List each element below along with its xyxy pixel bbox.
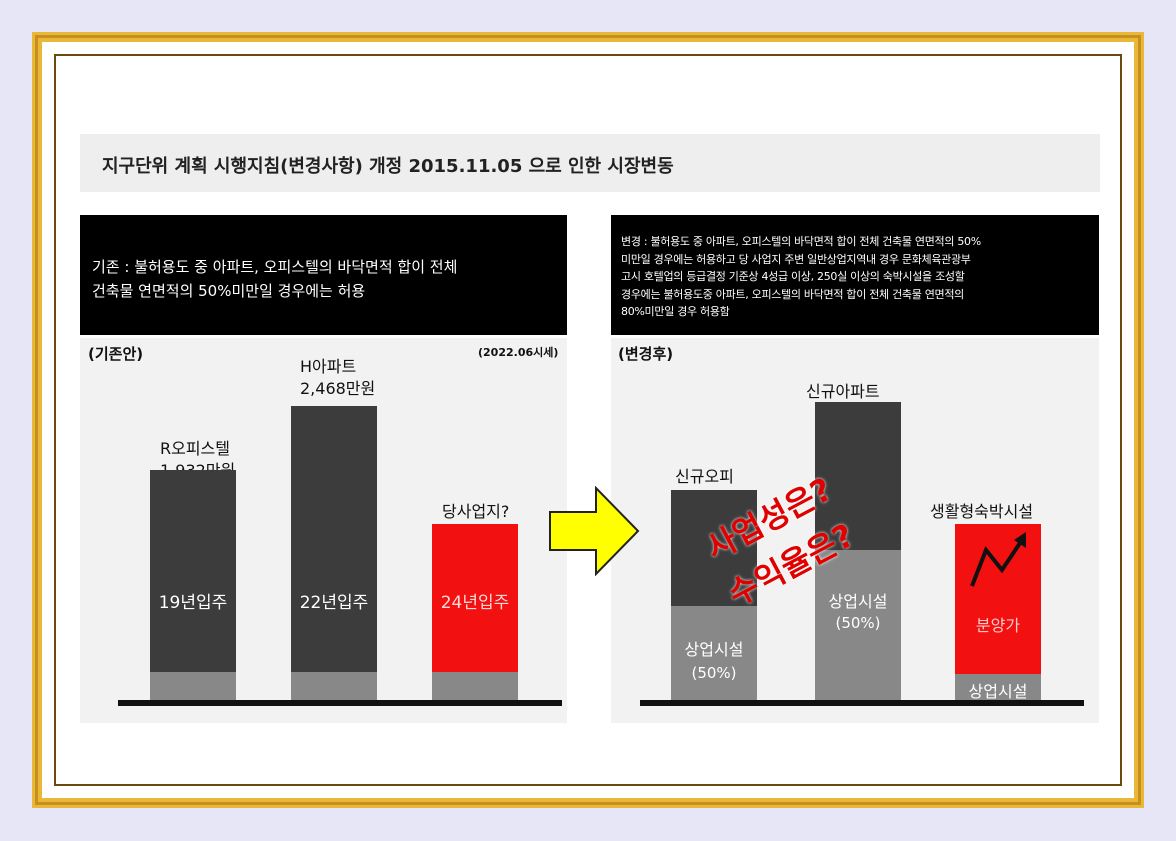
bar-1-label: 19년입주: [158, 593, 228, 613]
bar-3-base-segment: [432, 672, 518, 702]
changed-rule-line-4: 경우에는 불허용도중 아파트, 오피스텔의 바닥면적 합이 전체 건축물 연면적…: [621, 287, 965, 301]
rising-arrow-icon: [970, 532, 1026, 587]
new-bar-3-category: 생활형숙박시설: [930, 502, 1034, 521]
new-bar-1-percent: (50%): [691, 664, 737, 682]
bar-1-base-segment: [150, 672, 236, 702]
original-rule-line-1: 기존 : 불허용도 중 아파트, 오피스텔의 바닥면적 합이 전체: [92, 258, 458, 276]
bar-2-category: H아파트: [300, 357, 357, 376]
bar-1-category: R오피스텔: [160, 439, 230, 458]
bar-3-category: 당사업지?: [442, 502, 510, 521]
new-apartment-commercial: [815, 550, 901, 702]
bar-h-apartment: [291, 406, 377, 702]
left-baseline: [118, 700, 562, 706]
price-date-note: (2022.06시세): [478, 346, 559, 359]
bar-2-price: 2,468만원: [300, 379, 376, 398]
new-officetel-commercial: [671, 606, 757, 702]
new-bar-1-category: 신규오피: [675, 467, 734, 486]
original-rule-line-2: 건축물 연면적의 50%미만일 경우에는 허용: [92, 282, 366, 300]
bar-3-label: 24년입주: [440, 593, 510, 613]
changed-rule-line-3: 고시 호텔업의 등급결정 기준상 4성급 이상, 250실 이상의 숙박시설을 …: [621, 270, 965, 283]
new-officetel-upper: [671, 490, 757, 606]
new-apartment-upper: [815, 402, 901, 550]
bar-2-base-segment: [291, 672, 377, 702]
original-rule-box: 기존 : 불허용도 중 아파트, 오피스텔의 바닥면적 합이 전체 건축물 연면…: [80, 215, 567, 335]
bar-2-label: 22년입주: [299, 593, 369, 613]
page-title: 지구단위 계획 시행지침(변경사항) 개정 2015.11.05 으로 인한 시…: [102, 156, 674, 177]
changed-rule-line-5: 80%미만일 경우 허용함: [621, 305, 730, 318]
right-arrow-icon: [549, 486, 640, 576]
title-bar: [80, 134, 1100, 192]
changed-rule-line-2: 미만일 경우에는 허용하고 당 사업지 주변 일반상업지역내 경우 문화체육관광…: [621, 252, 971, 266]
new-bar-1-lower-label: 상업시설: [684, 640, 744, 659]
new-bar-2-category: 신규아파트: [806, 382, 880, 401]
bar-r-officetel: [150, 470, 236, 702]
changed-rule-line-1: 변경 : 불허용도 중 아파트, 오피스텔의 바닥면적 합이 전체 건축물 연면…: [621, 235, 981, 248]
sale-price-label: 분양가: [975, 616, 1021, 635]
left-panel-label: (기존안): [88, 345, 144, 363]
lodging-upper: [955, 524, 1041, 674]
lodging-commercial: [955, 674, 1041, 702]
changed-rule-box: 변경 : 불허용도 중 아파트, 오피스텔의 바닥면적 합이 전체 건축물 연면…: [611, 215, 1099, 335]
bar-2-header: H아파트 2,468만원: [300, 356, 375, 400]
new-bar-2-percent: (50%): [835, 614, 881, 632]
new-bar-3-lower-label: 상업시설: [968, 682, 1028, 701]
right-baseline: [640, 700, 1084, 706]
right-panel-label: (변경후): [618, 345, 674, 363]
new-bar-2-lower-label: 상업시설: [828, 592, 888, 611]
